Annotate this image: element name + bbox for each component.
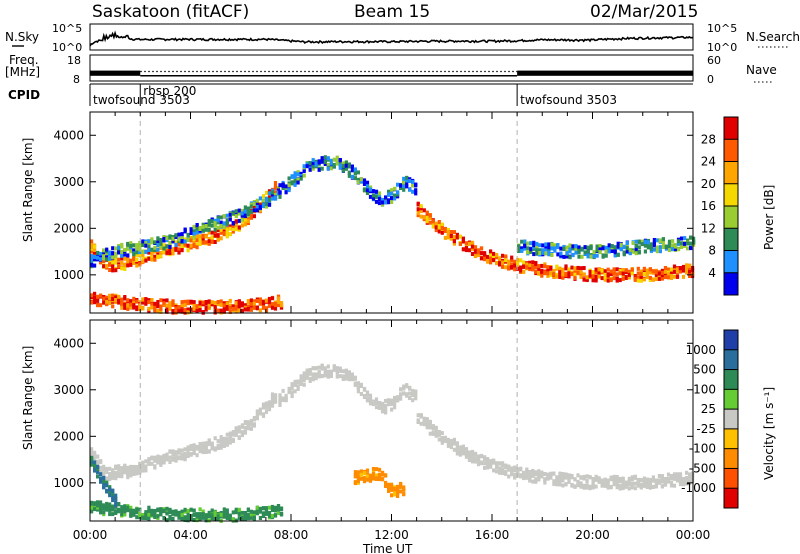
power-colorbar-tick-6: 4 [708,266,716,280]
velocity-colorbar-swatch-3 [724,389,738,410]
velocity-colorbar-tick-1: 500 [693,363,716,377]
noise-sky-series [89,30,694,47]
power-colorbar-swatch-2 [724,161,738,185]
power-feature-1 [90,181,278,273]
power-panel: Slant Range [km] 1000 2000 3000 4000 [21,111,696,315]
radar-title: Saskatoon (fitACF) [92,2,249,22]
power-ylabel: Slant Range [km] [21,138,35,242]
power-colorbar-tick-3: 16 [701,199,716,213]
power-feature-2 [90,185,281,269]
cpid-label: CPID [8,88,40,102]
noise-right-tick-bottom: 10^0 [707,41,737,54]
velocity-ylabel: Slant Range [km] [21,346,35,450]
power-feature-5 [517,235,696,260]
power-colorbar-swatch-5 [724,228,738,251]
velocity-colorbar-swatch-4 [724,409,738,430]
x-tick-label-3: 12:00 [374,528,409,542]
power-feature-0 [90,291,284,315]
noise-panel: N.Sky 10^5 10^0 10^5 10^0 N.Search [5,22,800,54]
noise-right-tick-top: 10^5 [707,22,737,35]
x-tick-label-5: 20:00 [575,528,610,542]
nave-right-tick-top: 60 [707,54,721,67]
nave-right-tick-bottom: 0 [707,73,714,86]
velocity-colorbar-swatch-1 [724,349,738,371]
noise-sky-label: N.Sky [5,30,39,44]
power-colorbar-swatch-0 [724,117,738,140]
velocity-feature-4 [416,413,695,491]
power-ytick-1000: 1000 [53,268,84,282]
power-colorbar-tick-1: 24 [701,155,716,169]
velocity-feature-3 [278,363,418,415]
freq-segment-2 [517,70,693,76]
velocity-colorbar-tick-4: -25 [696,422,716,436]
velocity-colorbar-tick-0: 1000 [685,343,716,357]
power-colorbar-swatch-3 [724,183,738,207]
power-colorbar-swatch-4 [724,206,738,229]
velocity-colorbar-tick-3: 25 [701,402,716,416]
power-colorbar-swatch-6 [724,250,738,274]
velocity-colorbar-tick-6: -500 [689,461,716,475]
cpid-program-2: twofsound 3503 [520,93,617,107]
power-colorbar-tick-5: 8 [708,244,716,258]
x-tick-label-6: 00:00 [676,528,711,542]
noise-search-label: N.Search [746,30,800,44]
velocity-colorbar-tick-7: -1000 [681,481,716,495]
x-tick-label-2: 08:00 [274,528,309,542]
freq-left-tick-bottom: 8 [73,73,80,86]
velocity-feature-5 [353,467,406,498]
velocity-panel: Slant Range [km] 1000 2000 3000 4000 [21,319,695,523]
power-colorbar-swatch-1 [724,139,738,162]
power-ytick-4000: 4000 [53,128,84,142]
velocity-colorbar-swatch-2 [724,369,738,390]
nave-label: Nave [746,63,777,77]
beam-title: Beam 15 [354,2,430,22]
noise-left-tick-top: 10^5 [52,22,82,35]
power-feature-4 [416,201,695,283]
velocity-ytick-3000: 3000 [53,383,84,397]
frequency-series [90,70,693,77]
cpid-program-1: rbsp 200 [143,84,196,98]
velocity-feature-0 [90,500,284,523]
power-feature-3 [278,155,418,207]
power-colorbar-tick-0: 28 [701,132,716,146]
power-ytick-3000: 3000 [53,175,84,189]
power-ytick-2000: 2000 [53,221,84,235]
power-colorbar-label: Power [dB] [762,185,776,250]
velocity-colorbar-tick-2: 100 [693,382,716,396]
x-tick-label-1: 04:00 [173,528,208,542]
velocity-colorbar-label: Velocity [m s⁻¹] [762,387,776,480]
date-title: 02/Mar/2015 [590,2,698,22]
velocity-ytick-4000: 4000 [53,336,84,350]
power-colorbar: 28 24 20 16 12 8 4 [701,116,739,296]
velocity-ytick-1000: 1000 [53,476,84,490]
velocity-colorbar-swatch-8 [724,488,738,509]
velocity-colorbar-tick-5: -100 [689,442,716,456]
velocity-feature-2 [90,455,118,508]
velocity-colorbar-swatch-6 [724,448,738,469]
power-colorbar-swatch-7 [724,272,738,296]
cpid-program-0: twofsound 3503 [93,93,190,107]
noise-left-tick-bottom: 10^0 [52,41,82,54]
freq-left-tick-top: 18 [67,54,81,67]
velocity-feature-1 [90,392,278,482]
velocity-colorbar-swatch-5 [724,428,738,450]
freq-label: Freq. [9,53,39,67]
x-tick-label-4: 16:00 [475,528,510,542]
velocity-ytick-2000: 2000 [53,429,84,443]
freq-unit-label: [MHz] [5,65,40,79]
velocity-colorbar-swatch-0 [724,330,738,351]
frequency-panel: Freq. [MHz] 18 8 60 0 Nave [5,53,777,86]
power-colorbar-tick-4: 12 [701,221,716,235]
freq-segment-0 [90,70,141,76]
x-tick-label-0: 00:00 [73,528,108,542]
power-colorbar-tick-2: 20 [701,177,716,191]
x-axis-label: Time UT [362,542,413,554]
velocity-colorbar-swatch-7 [724,468,738,489]
velocity-colorbar: 1000 500 100 25 -25 -100 -500 -1000 [681,329,739,509]
